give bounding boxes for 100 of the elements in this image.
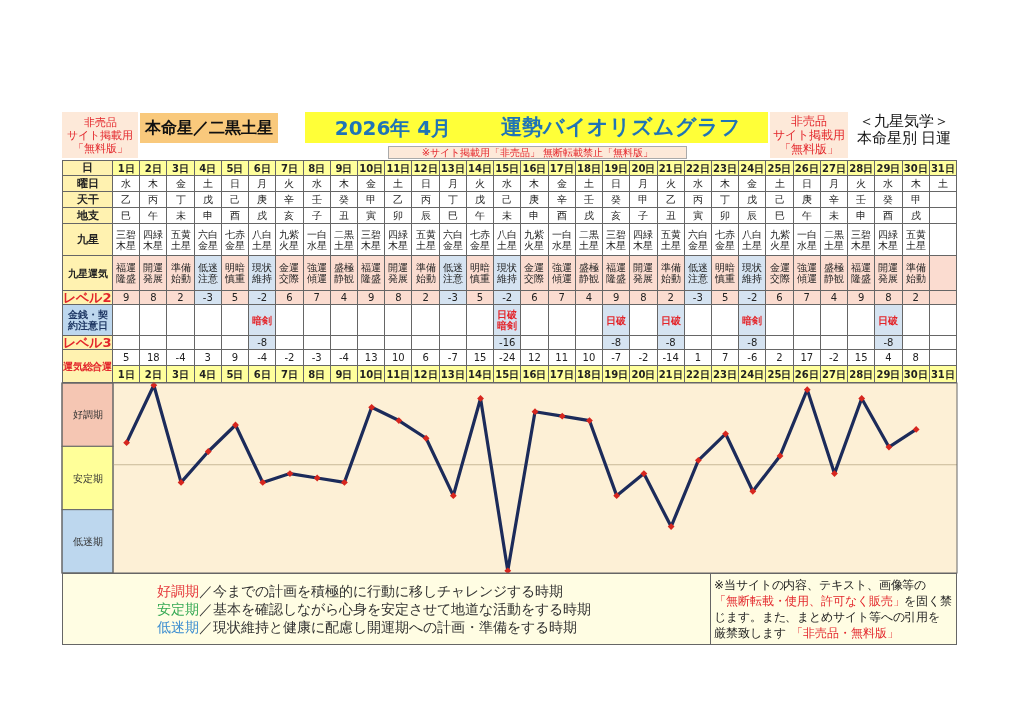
text: 日: [611, 178, 622, 189]
text: 水: [502, 178, 513, 189]
text: 現状維持: [742, 262, 763, 284]
point: [803, 386, 811, 394]
category-label: 曜日: [76, 176, 99, 190]
text: 木: [148, 178, 159, 189]
category-label: 23日: [713, 368, 738, 380]
text: 三碧木星: [606, 228, 627, 251]
text: 癸: [883, 194, 894, 205]
point: [558, 412, 566, 420]
text: 日: [801, 178, 812, 189]
text: 六白金星: [442, 228, 463, 251]
point: [477, 395, 484, 402]
data-label: 12: [528, 352, 541, 363]
text: 庚: [257, 194, 268, 205]
text: 盛極静観: [578, 262, 599, 284]
text: 盛極静観: [823, 262, 844, 284]
x-tick-label: 7日: [280, 162, 298, 174]
category-label: 31日: [930, 368, 955, 380]
text: 寅: [366, 210, 377, 221]
text: -8: [883, 337, 894, 348]
category-label: 18日: [576, 368, 601, 380]
text: 七赤金星: [225, 228, 245, 251]
category-label: 12日: [413, 368, 438, 380]
point: [885, 443, 893, 451]
point: [368, 403, 376, 411]
point: [858, 395, 866, 402]
text: 酉: [556, 210, 567, 221]
text: ※サイト掲載用「非売品」 無断転載禁止「無料版」: [421, 146, 654, 159]
text: 酉: [230, 210, 240, 221]
text: 明暗慎重: [470, 262, 491, 284]
text: 木: [529, 178, 540, 189]
point: [586, 417, 593, 424]
text: 木: [910, 178, 921, 189]
text: 土: [937, 178, 948, 189]
text: 水: [311, 178, 322, 189]
text: 八白土星: [497, 228, 518, 251]
text: 6: [776, 292, 783, 303]
category-label: 19日: [604, 368, 629, 380]
category-label: 1日: [117, 368, 135, 380]
text: 準備始動: [905, 262, 926, 284]
text: 低迷注意: [687, 262, 708, 284]
text: 5: [231, 292, 239, 303]
data-label: -24: [499, 352, 516, 363]
x-tick-label: 16日: [522, 162, 547, 174]
text: 午: [475, 210, 486, 221]
x-tick-label: 18日: [576, 162, 601, 174]
text: 低迷期: [72, 535, 103, 547]
text: 二黒土星: [823, 228, 844, 251]
text: 水: [121, 178, 132, 189]
text: 一白水星: [796, 228, 817, 251]
text: 丁: [720, 194, 731, 205]
text: 福運隆盛: [606, 262, 627, 284]
point: [831, 470, 838, 477]
text: 四緑木星: [633, 228, 654, 251]
text: 一白水星: [551, 228, 572, 251]
text: -2: [257, 292, 268, 303]
text: 盛極静観: [333, 262, 354, 284]
text: 現状維持: [497, 262, 518, 284]
category-label: 地支: [76, 208, 99, 222]
point: [749, 487, 757, 495]
category-label: 26日: [794, 368, 819, 380]
text: 「無料版」: [72, 141, 128, 155]
category-label: 10日: [359, 368, 384, 380]
x-tick-label: 8日: [308, 162, 326, 174]
text: 壬: [856, 194, 867, 205]
text: 巳: [447, 210, 458, 221]
category-label: 24日: [740, 368, 765, 380]
text: 好調期: [157, 583, 199, 599]
category-label: 11日: [386, 368, 411, 380]
text: 己: [230, 194, 240, 205]
text: 準備始動: [170, 262, 191, 284]
x-tick-label: 4日: [199, 162, 217, 174]
text: 三碧木星: [851, 228, 872, 251]
category-label: 17日: [549, 368, 574, 380]
text: 子: [311, 210, 322, 221]
text: 癸: [338, 194, 349, 205]
data-label: 4: [885, 352, 892, 363]
data-label: -2: [638, 352, 649, 363]
point: [286, 470, 294, 477]
category-label: 7日: [280, 368, 298, 380]
point: [123, 439, 131, 447]
text: 未: [502, 210, 513, 221]
category-label: 22日: [685, 368, 710, 380]
text: ＜九星気学＞: [859, 112, 949, 130]
point: [449, 492, 457, 500]
text: 庚: [801, 194, 812, 205]
text: -3: [202, 292, 213, 303]
x-tick-label: 13日: [440, 162, 465, 174]
text: 7: [803, 292, 810, 303]
text: -2: [747, 292, 758, 303]
x-tick-label: 23日: [713, 162, 738, 174]
text: 甲: [366, 194, 377, 205]
text: 壬: [311, 194, 322, 205]
text: 金: [556, 178, 567, 189]
x-tick-label: 5日: [226, 162, 244, 174]
data-label: -2: [828, 352, 839, 363]
point: [694, 456, 702, 464]
x-tick-label: 24日: [740, 162, 765, 174]
text: 丁: [447, 194, 458, 205]
